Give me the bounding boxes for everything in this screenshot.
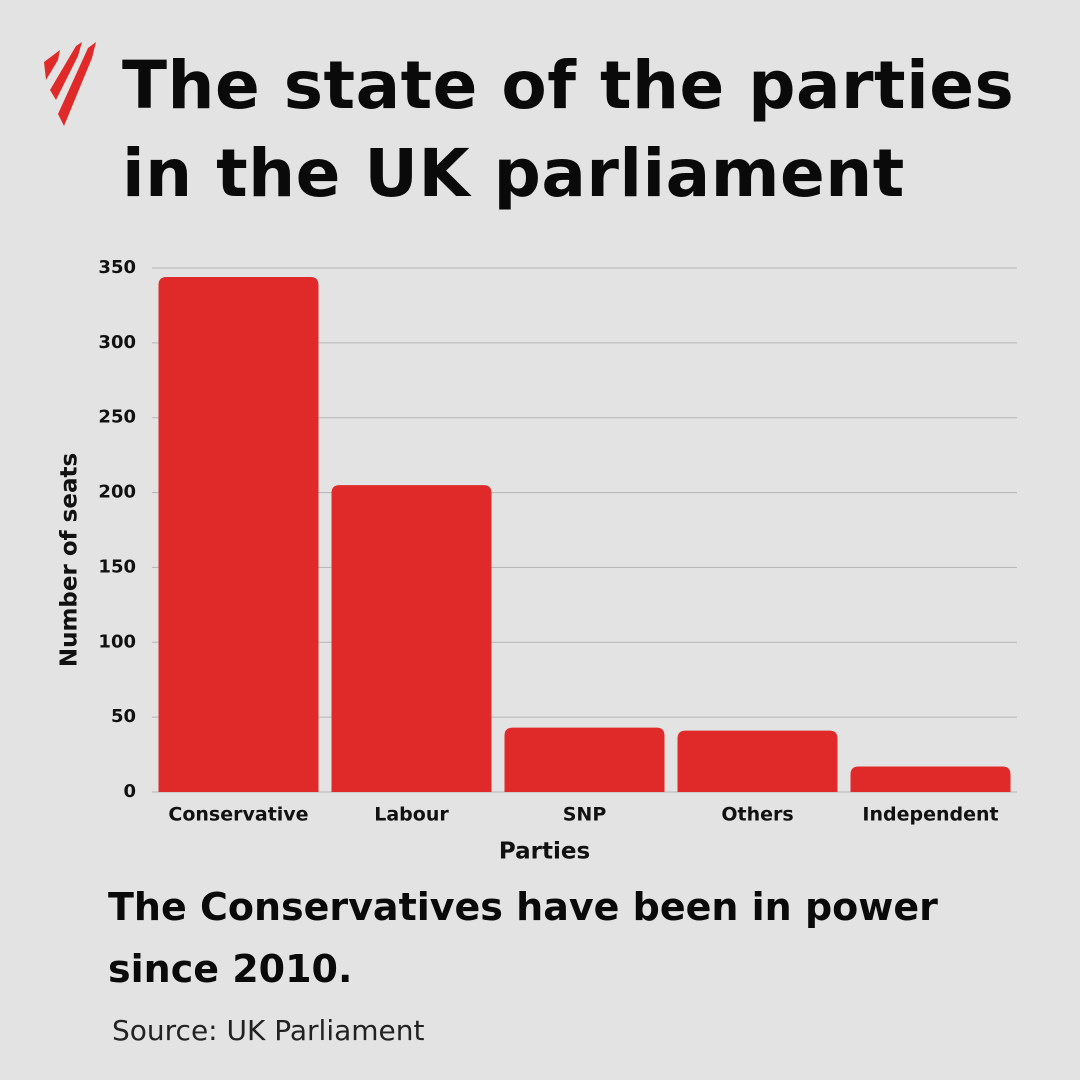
y-tick-label: 350: [98, 257, 136, 278]
bar: [850, 766, 1011, 792]
y-tick-label: 150: [98, 556, 136, 577]
bar: [331, 485, 492, 792]
y-tick-label: 200: [98, 482, 136, 503]
source: Source: UK Parliament: [112, 1014, 425, 1047]
x-tick-label: SNP: [563, 804, 607, 826]
chart-title: The state of the parties in the UK parli…: [122, 47, 1015, 212]
annotation: The Conservatives have been in power sin…: [108, 885, 938, 991]
y-tick-label: 300: [98, 332, 136, 353]
y-tick-label: 250: [98, 407, 136, 428]
x-tick-label: Conservative: [168, 804, 308, 826]
bar: [158, 276, 319, 792]
logo: [44, 42, 96, 126]
x-tick-label: Others: [721, 804, 793, 826]
y-axis-label: Number of seats: [57, 453, 83, 667]
x-tick-label: Independent: [862, 804, 998, 826]
bar: [504, 727, 665, 792]
bar: [677, 730, 838, 792]
y-tick-label: 0: [123, 781, 136, 802]
x-axis-label: Parties: [499, 839, 590, 865]
x-tick-label: Labour: [374, 804, 449, 826]
y-tick-label: 100: [98, 631, 136, 652]
y-tick-label: 50: [111, 706, 136, 727]
